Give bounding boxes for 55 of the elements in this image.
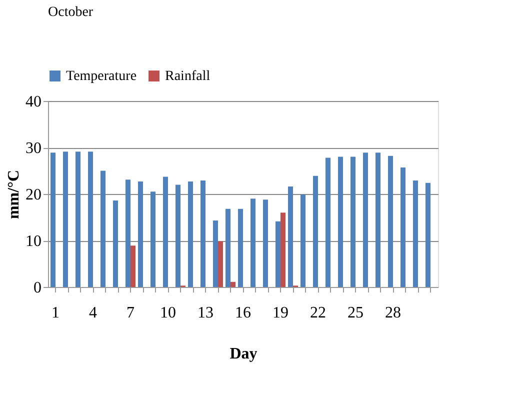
x-tick-label: 13: [198, 304, 214, 322]
y-axis-title: mm/°C: [6, 170, 22, 220]
bar: [163, 176, 168, 287]
bar: [400, 167, 406, 287]
x-tick-label: 10: [160, 304, 176, 322]
bar: [288, 186, 293, 287]
y-tick-label: 0: [34, 280, 42, 296]
bar: [176, 184, 180, 287]
legend-label: Rainfall: [165, 69, 210, 84]
bar: [213, 220, 218, 287]
bar: [263, 200, 268, 287]
bar: [113, 200, 118, 287]
bar: [100, 170, 106, 287]
bar: [363, 152, 368, 287]
x-tick-label: 7: [126, 304, 134, 322]
bar: [376, 152, 380, 287]
bar: [230, 282, 236, 287]
bar: [350, 156, 356, 287]
x-tick-label: 22: [310, 304, 326, 322]
x-tick-label: 19: [272, 304, 288, 322]
bar: [126, 180, 130, 287]
bar: [280, 212, 286, 287]
chart-title: October: [48, 5, 94, 20]
bar: [326, 158, 330, 287]
bar: [63, 152, 68, 287]
y-tick-label: 40: [26, 94, 42, 110]
bar: [50, 152, 56, 287]
x-axis-title: Day: [230, 346, 258, 362]
bar: [388, 156, 393, 287]
bar: [300, 194, 306, 287]
x-tick-label: 4: [89, 304, 97, 322]
x-tick-label: 25: [348, 304, 364, 322]
bar: [138, 181, 143, 287]
x-tick-label: 1: [52, 304, 60, 322]
bar: [130, 246, 136, 287]
bar: [413, 180, 418, 287]
bar: [338, 156, 343, 287]
bar: [218, 241, 223, 287]
x-tick-label: 16: [235, 304, 251, 322]
y-tick-label: 10: [26, 233, 42, 250]
bar: [250, 198, 256, 287]
bar: [276, 221, 280, 287]
bar: [76, 152, 80, 287]
legend-label: Temperature: [66, 69, 137, 84]
bar: [200, 180, 206, 287]
bar: [313, 176, 318, 287]
bar: [88, 152, 93, 287]
bar: [426, 182, 430, 287]
x-tick-label: 28: [385, 304, 401, 322]
bar: [226, 208, 230, 287]
bar: [188, 181, 193, 287]
bar: [150, 192, 156, 287]
bar: [238, 208, 243, 287]
y-tick-label: 30: [26, 140, 42, 157]
y-tick-label: 20: [26, 186, 42, 204]
